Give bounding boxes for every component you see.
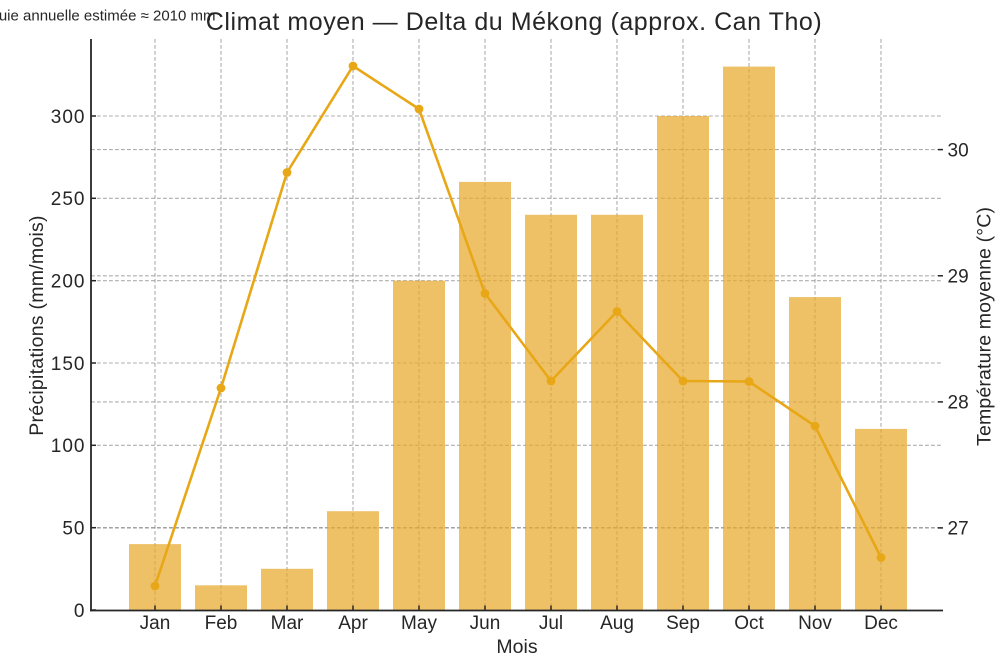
svg-text:Aug: Aug bbox=[600, 613, 634, 634]
svg-text:Climat moyen — Delta du Mékong: Climat moyen — Delta du Mékong (approx. … bbox=[206, 8, 822, 36]
svg-text:May: May bbox=[401, 613, 437, 634]
svg-text:Pluie annuelle estimée ≈ 2010: Pluie annuelle estimée ≈ 2010 mm bbox=[0, 8, 216, 25]
svg-text:0: 0 bbox=[74, 601, 86, 622]
svg-text:100: 100 bbox=[51, 436, 86, 457]
svg-text:150: 150 bbox=[51, 354, 86, 375]
svg-text:Apr: Apr bbox=[338, 613, 368, 634]
svg-text:50: 50 bbox=[62, 519, 85, 540]
svg-text:29: 29 bbox=[948, 267, 969, 288]
svg-text:Nov: Nov bbox=[798, 613, 832, 634]
svg-text:Précipitations (mm/mois): Précipitations (mm/mois) bbox=[26, 215, 48, 436]
svg-text:Température moyenne (°C): Température moyenne (°C) bbox=[974, 207, 996, 446]
svg-text:Dec: Dec bbox=[864, 613, 898, 634]
svg-text:200: 200 bbox=[51, 272, 86, 293]
svg-text:28: 28 bbox=[948, 393, 969, 414]
svg-text:Sep: Sep bbox=[666, 613, 700, 634]
svg-text:300: 300 bbox=[51, 107, 86, 128]
svg-text:Feb: Feb bbox=[205, 613, 238, 634]
svg-text:Jun: Jun bbox=[470, 613, 501, 634]
svg-text:Mois: Mois bbox=[496, 636, 537, 658]
svg-text:Jul: Jul bbox=[539, 613, 563, 634]
svg-text:Oct: Oct bbox=[734, 613, 764, 634]
svg-text:27: 27 bbox=[948, 519, 969, 540]
svg-text:Jan: Jan bbox=[140, 613, 171, 634]
svg-text:30: 30 bbox=[948, 140, 969, 161]
svg-text:Mar: Mar bbox=[271, 613, 304, 634]
svg-text:250: 250 bbox=[51, 189, 86, 210]
